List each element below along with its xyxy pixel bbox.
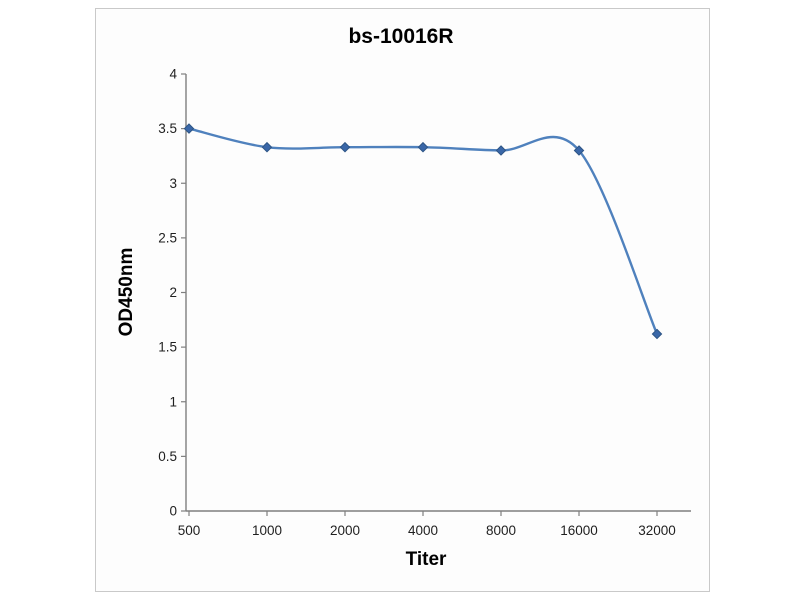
x-tick-label: 1000 [252, 523, 282, 538]
y-tick-label: 1 [169, 394, 177, 409]
data-point-marker [651, 328, 663, 340]
y-tick-label: 2.5 [158, 230, 177, 245]
data-point-marker [261, 141, 273, 153]
y-tick-label: 3 [169, 176, 177, 191]
x-axis-title: Titer [406, 549, 447, 570]
y-tick-label: 4 [169, 67, 177, 82]
x-tick-label: 2000 [330, 523, 360, 538]
x-tick-label: 16000 [560, 523, 598, 538]
elisa-titration-line-chart: bs-10016R OD450nm Titer 0 0.5 1 1.5 2 2.5 3 3.5… [116, 25, 691, 570]
x-tick-label: 500 [178, 523, 201, 538]
data-point-marker [183, 123, 195, 134]
data-point-marker [417, 141, 429, 153]
y-tick-label: 0 [169, 504, 177, 519]
data-point-marker [573, 145, 585, 156]
y-tick-label: 3.5 [158, 121, 177, 136]
plot-area: 0 0.5 1 1.5 2 2.5 3 3.5 4 500 1000 2000 4000 8000 1600… [158, 67, 691, 538]
data-point-marker [339, 141, 351, 153]
figure-frame: bs-10016R OD450nm Titer 0 0.5 1 1.5 2 2.5 3 3.5… [95, 8, 710, 592]
y-tick-label: 0.5 [158, 449, 177, 464]
data-point-marker [495, 145, 507, 156]
x-tick-label: 8000 [486, 523, 516, 538]
x-tick-label: 32000 [638, 523, 676, 538]
x-tick-label: 4000 [408, 523, 438, 538]
series-line [187, 127, 659, 336]
y-tick-label: 2 [169, 285, 177, 300]
y-axis-title: OD450nm [116, 248, 137, 337]
y-tick-label: 1.5 [158, 340, 177, 355]
chart-title: bs-10016R [348, 25, 453, 48]
